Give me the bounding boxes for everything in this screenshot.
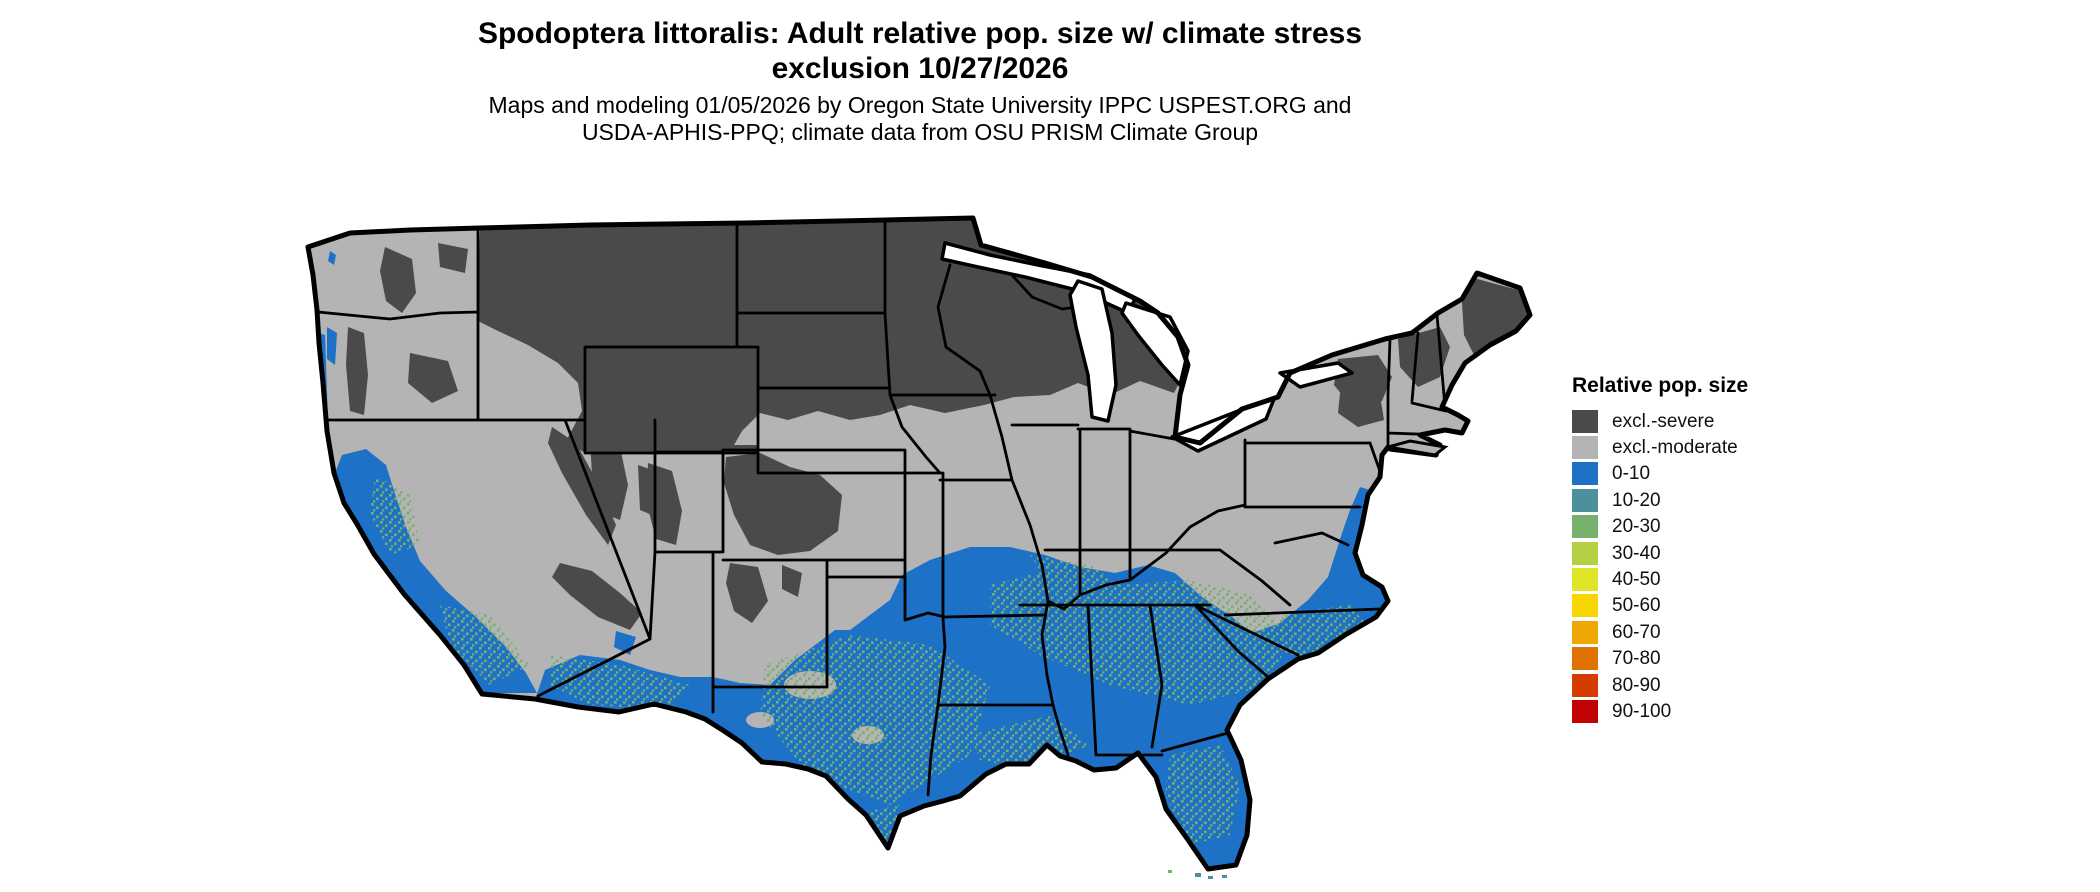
zone-0-10-willamette [327,327,337,365]
legend: Relative pop. size excl.-severe excl.-mo… [1572,374,1872,725]
legend-label: 40-50 [1612,569,1661,591]
zone-20-30-socal [440,605,530,685]
legend-swatch-70-80 [1572,647,1598,671]
legend-swatch-0-10 [1572,462,1598,486]
key-dot [1208,876,1213,879]
zone-0-10-puget [328,251,336,265]
us-map-container [290,215,1540,885]
legend-row: 10-20 [1572,487,1872,513]
zone-excl-severe-nh-vt [1398,327,1450,387]
map-title: Spodoptera littoralis: Adult relative po… [170,16,1670,86]
zone-excl-severe-blue-mtns [408,353,458,403]
zone-20-30-texas [760,635,990,805]
legend-items: excl.-severe excl.-moderate 0-10 10-20 2… [1572,408,1872,725]
legend-swatch-10-20 [1572,488,1598,512]
legend-swatch-90-100 [1572,699,1598,723]
zone-excl-severe-or-cascades [346,327,368,415]
legend-label: 50-60 [1612,595,1661,617]
zone-20-30-arizona [550,655,690,710]
legend-label: 30-40 [1612,542,1661,564]
legend-row: 40-50 [1572,566,1872,592]
lake-ontario [1278,361,1354,389]
legend-label: excl.-severe [1612,410,1715,432]
zone-excl-severe-wa-cascades [380,247,416,313]
zone-excl-severe-catskills [1338,393,1384,427]
zone-20-30-west-tn [1030,555,1120,585]
long-island [1387,439,1449,457]
legend-swatch-40-50 [1572,568,1598,592]
legend-label: 90-100 [1612,700,1672,722]
zone-20-30-carolinas [1280,605,1375,670]
legend-label: 10-20 [1612,489,1661,511]
legend-title: Relative pop. size [1572,374,1749,397]
legend-row: 30-40 [1572,540,1872,566]
zone-excl-severe-wa-ne [438,243,468,273]
legend-swatch-50-60 [1572,594,1598,618]
subtitle-line-1: Maps and modeling 01/05/2026 by Oregon S… [488,92,1352,118]
legend-label: 0-10 [1612,463,1651,485]
legend-row: 90-100 [1572,698,1872,724]
zone-excl-severe-az-rim [552,563,642,630]
map-subtitle: Maps and modeling 01/05/2026 by Oregon S… [170,92,1670,146]
title-line-1: Spodoptera littoralis: Adult relative po… [477,17,1363,50]
legend-label: 80-90 [1612,674,1661,696]
zone-excl-severe-nm-2 [782,565,802,597]
legend-swatch-excl-severe [1572,409,1598,433]
legend-row: 60-70 [1572,619,1872,645]
lake-huron [1120,301,1190,387]
legend-label: excl.-moderate [1612,437,1738,459]
legend-row: excl.-severe [1572,408,1872,434]
legend-row: excl.-moderate [1572,434,1872,460]
legend-row: 0-10 [1572,461,1872,487]
key-dot [1168,870,1172,873]
zone-20-30-florida [1165,745,1240,845]
legend-row: 50-60 [1572,593,1872,619]
legend-swatch-20-30 [1572,515,1598,539]
legend-swatch-60-70 [1572,620,1598,644]
legend-row: 70-80 [1572,646,1872,672]
key-dot [1222,875,1227,878]
zone-excl-severe-sierra [548,427,616,545]
legend-row: 20-30 [1572,514,1872,540]
legend-label: 20-30 [1612,516,1661,538]
title-line-2: exclusion 10/27/2026 [771,52,1069,85]
key-dot [1195,873,1201,877]
subtitle-line-2: USDA-APHIS-PPQ; climate data from OSU PR… [581,119,1259,145]
zone-20-30-ca-valley [370,475,420,555]
florida-keys [1168,870,1227,879]
legend-swatch-80-90 [1572,673,1598,697]
zone-excl-severe-nm-1 [726,563,768,623]
lake-michigan [1068,279,1118,423]
legend-swatch-30-40 [1572,541,1598,565]
state-borders [316,221,1448,797]
legend-swatch-excl-moderate [1572,436,1598,460]
zone-excl-severe-north [478,219,1187,453]
us-map [290,215,1540,879]
legend-row: 80-90 [1572,672,1872,698]
zone-excl-severe-colorado [724,453,842,555]
legend-label: 70-80 [1612,648,1661,670]
legend-label: 60-70 [1612,621,1661,643]
map-color-zones [316,219,1529,867]
